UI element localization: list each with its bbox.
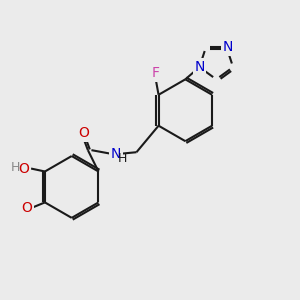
Text: H: H [118, 152, 127, 165]
Text: O: O [18, 161, 29, 176]
Text: N: N [194, 60, 205, 74]
Text: H: H [11, 161, 20, 175]
Text: O: O [78, 126, 89, 140]
Text: O: O [21, 201, 32, 215]
Text: N: N [111, 147, 121, 161]
Text: F: F [152, 66, 160, 80]
Text: N: N [223, 40, 233, 54]
